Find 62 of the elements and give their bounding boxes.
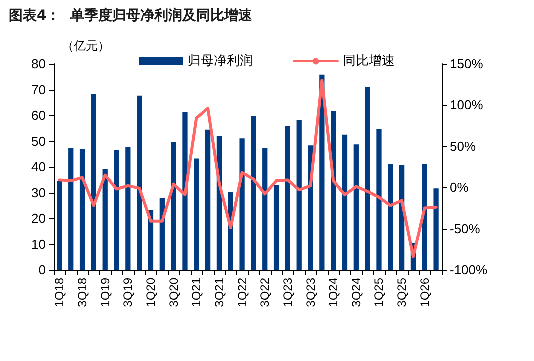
bar bbox=[285, 126, 291, 270]
x-tick-label: 1Q24 bbox=[326, 278, 341, 308]
y-tick-label: 40 bbox=[32, 160, 46, 174]
x-tick-label: 3Q25 bbox=[395, 278, 410, 308]
bar bbox=[171, 142, 176, 270]
bar bbox=[240, 138, 245, 270]
y2-tick-label: -50% bbox=[450, 221, 481, 236]
y-tick-label: 0 bbox=[38, 262, 46, 278]
bar bbox=[68, 148, 74, 270]
bar bbox=[274, 185, 280, 270]
bar bbox=[91, 94, 97, 270]
bar bbox=[376, 129, 382, 270]
bar bbox=[422, 164, 428, 270]
y-tick-label: 80 bbox=[32, 56, 46, 72]
x-tick-label: 3Q18 bbox=[76, 278, 90, 308]
y2-tick-label: 100% bbox=[450, 98, 484, 113]
y2-tick-label: 150% bbox=[450, 56, 484, 72]
bar bbox=[365, 87, 370, 270]
legend-label: 同比增速 bbox=[343, 54, 395, 69]
x-tick-label: 1Q22 bbox=[235, 278, 250, 308]
bar bbox=[388, 164, 394, 270]
bar bbox=[205, 130, 211, 270]
x-tick-label: 1Q25 bbox=[372, 278, 386, 308]
x-tick-label: 3Q19 bbox=[121, 278, 136, 308]
y-tick-label: 50 bbox=[32, 134, 46, 149]
y-tick-label: 10 bbox=[32, 236, 46, 252]
bar bbox=[342, 134, 348, 270]
chart-title: 图表4： 单季度归母净利润及同比增速 bbox=[9, 7, 254, 24]
bar bbox=[114, 150, 120, 270]
bar bbox=[80, 149, 86, 270]
bar bbox=[434, 188, 439, 270]
bar bbox=[354, 144, 359, 270]
bar bbox=[57, 181, 62, 270]
x-tick-label: 1Q26 bbox=[418, 278, 432, 308]
bar bbox=[296, 120, 302, 270]
y-tick-label: 30 bbox=[32, 185, 46, 200]
y-tick-label: 70 bbox=[32, 82, 46, 98]
bar bbox=[262, 148, 268, 270]
y2-tick-label: 50% bbox=[450, 138, 476, 154]
bar bbox=[102, 169, 108, 270]
x-tick-label: 1Q23 bbox=[280, 278, 295, 308]
line-series bbox=[58, 78, 438, 258]
y2-tick-label: 0% bbox=[450, 180, 470, 196]
x-tick-label: 1Q19 bbox=[98, 278, 112, 308]
bar bbox=[182, 112, 188, 270]
bar bbox=[251, 116, 256, 270]
x-tick-label: 3Q23 bbox=[304, 278, 318, 308]
x-tick-label: 1Q21 bbox=[190, 278, 204, 308]
y-tick-label: 60 bbox=[32, 108, 46, 123]
x-tick-label: 1Q18 bbox=[52, 278, 67, 308]
bar bbox=[126, 147, 131, 270]
x-tick-label: 3Q20 bbox=[166, 278, 181, 308]
bar bbox=[194, 158, 200, 270]
x-tick-label: 3Q21 bbox=[212, 278, 226, 308]
y-tick-label: 20 bbox=[32, 211, 46, 226]
x-tick-label: 3Q22 bbox=[258, 278, 272, 308]
y-axis-title: （亿元） bbox=[62, 39, 110, 53]
x-tick-label: 3Q24 bbox=[349, 278, 364, 308]
x-tick-label: 1Q20 bbox=[144, 278, 158, 308]
y2-tick-label: -100% bbox=[450, 262, 488, 278]
legend-label: 归母净利润 bbox=[188, 54, 253, 69]
bar bbox=[137, 96, 142, 270]
